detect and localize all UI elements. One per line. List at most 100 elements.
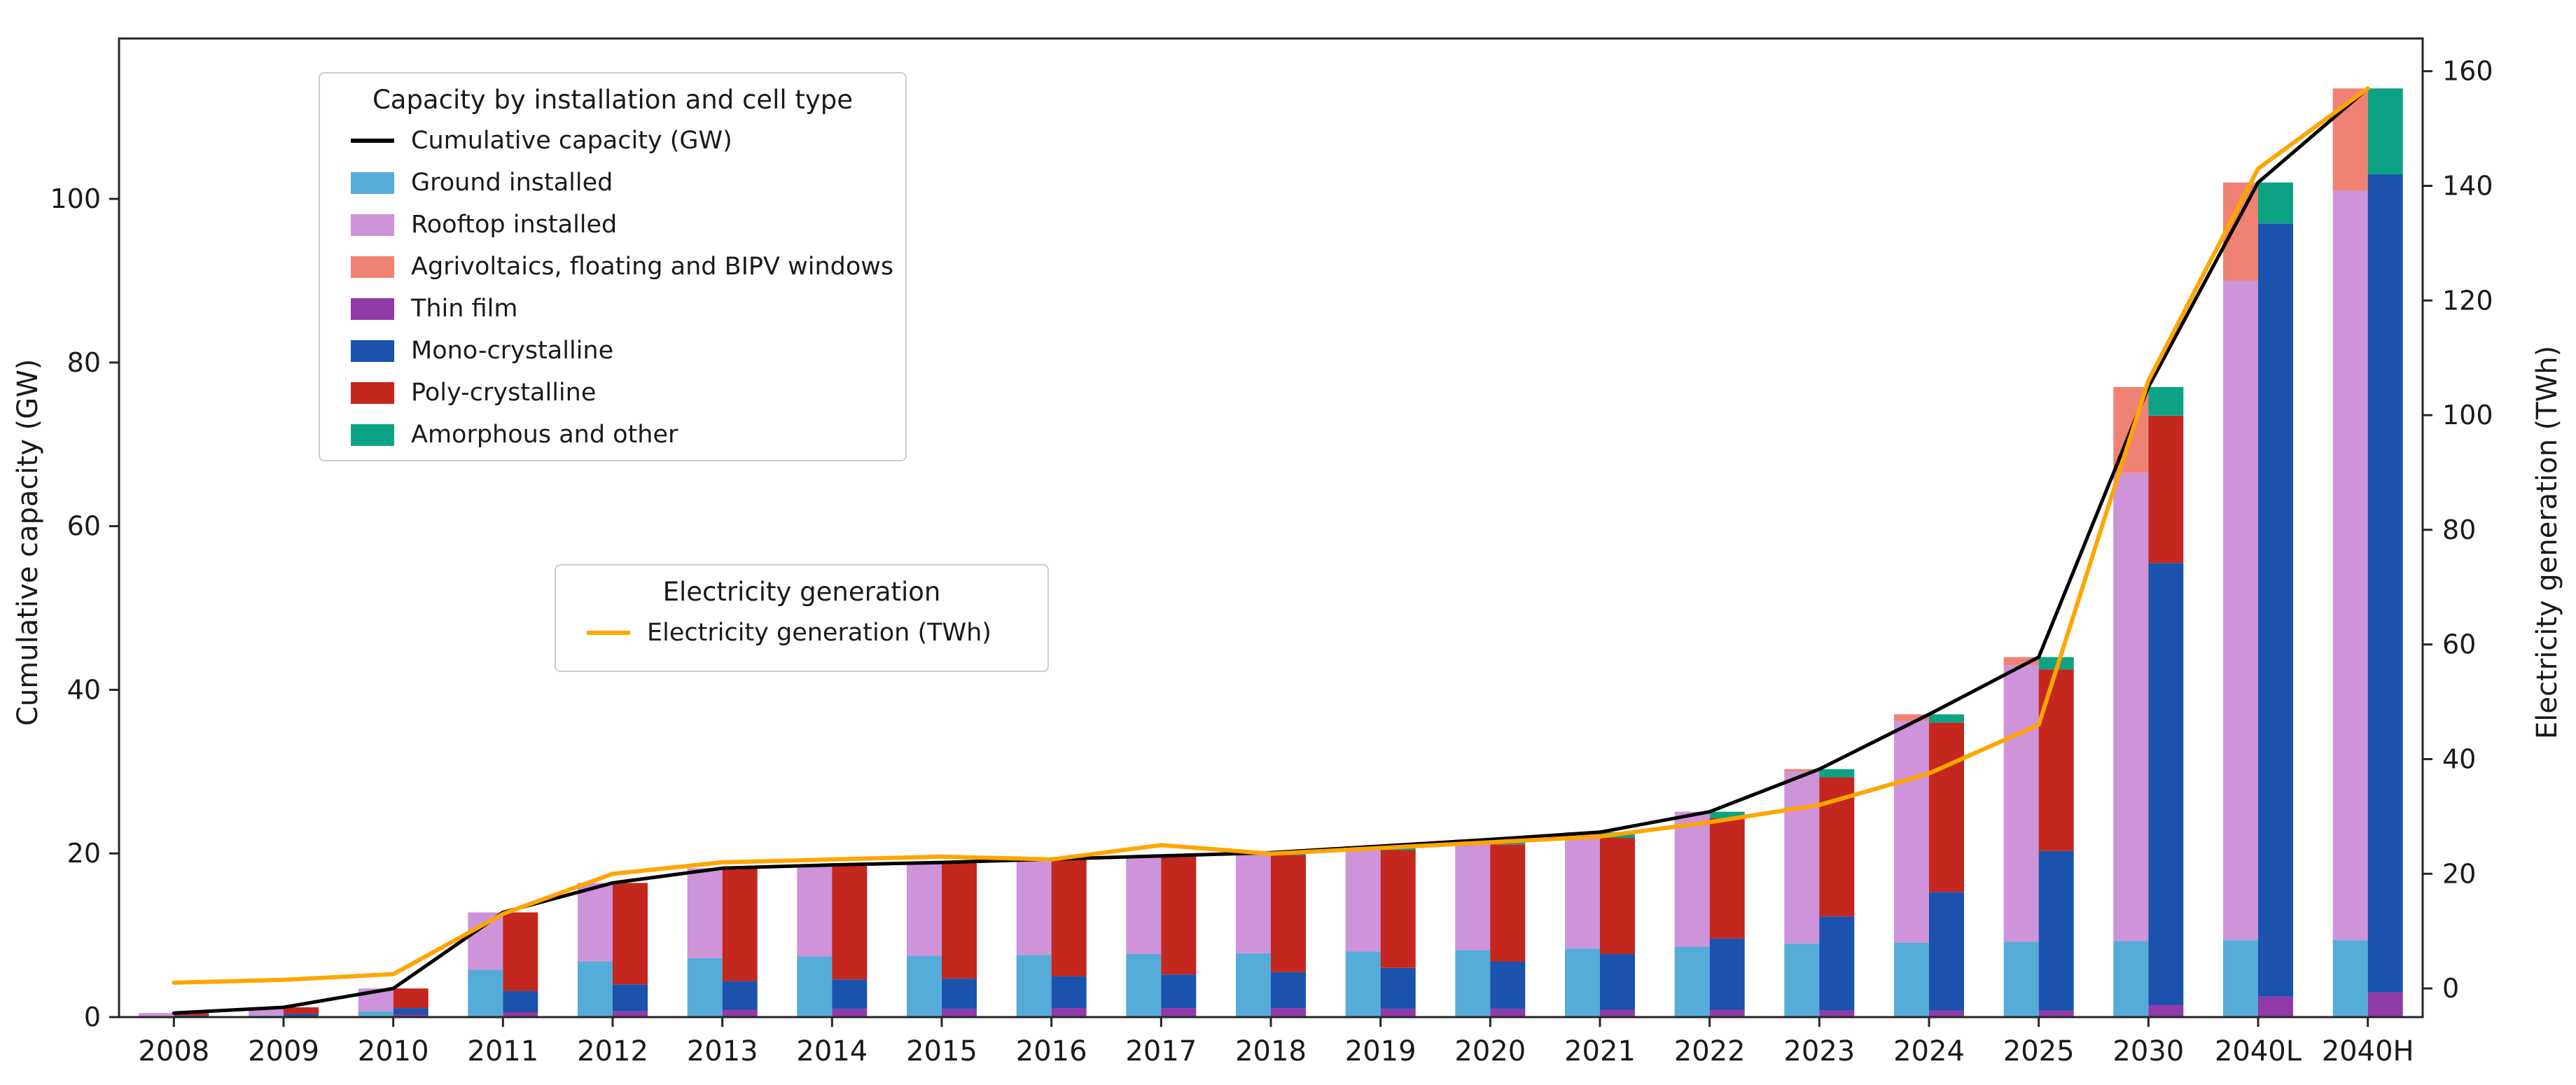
bar-segment <box>2332 940 2368 1017</box>
bar-segment <box>832 864 868 980</box>
bar-segment <box>1929 714 1964 723</box>
right-tick-label: 100 <box>2442 400 2493 430</box>
right-tick-label: 160 <box>2442 56 2493 87</box>
bar-segment <box>1819 916 1855 1011</box>
bar-segment <box>1600 838 1635 954</box>
bar-segment <box>1345 846 1381 952</box>
left-tick-label: 20 <box>67 838 101 869</box>
bar-segment <box>942 862 977 979</box>
bar-segment <box>2003 941 2039 1017</box>
bar-segment <box>393 1014 429 1017</box>
bar-segment <box>1380 850 1416 968</box>
bar-segment <box>468 912 503 970</box>
x-tick-label: 2016 <box>1016 1035 1087 1068</box>
right-tick-label: 120 <box>2442 285 2493 316</box>
bar-segment <box>1455 839 1491 951</box>
x-tick-label: 2019 <box>1345 1035 1416 1068</box>
x-tick-label: 2008 <box>138 1035 209 1068</box>
bar-segment <box>797 864 833 957</box>
bar-segment <box>284 1007 319 1014</box>
legend-item-ground-installed: Ground installed <box>320 162 905 204</box>
thin-film-swatch-icon <box>351 298 394 320</box>
legend-item-electricity-generation: Electricity generation (TWh) <box>556 612 1047 654</box>
left-tick-label: 80 <box>67 347 101 378</box>
bar-segment <box>613 984 648 1011</box>
bar-segment <box>687 868 723 958</box>
bar-segment <box>284 1014 319 1016</box>
bar-segment <box>1565 948 1600 1017</box>
x-tick-label: 2012 <box>577 1035 648 1068</box>
bar-segment <box>1784 771 1820 944</box>
bar-segment <box>722 868 758 981</box>
bar-segment <box>1271 972 1306 1009</box>
bar-segment <box>578 961 613 1017</box>
bar-segment <box>1236 953 1271 1017</box>
bar-segment <box>1565 832 1600 948</box>
bar-segment <box>907 862 942 956</box>
bar-segment <box>393 1008 429 1015</box>
bar-segment <box>2038 1010 2074 1017</box>
cumulative-capacity-line-icon <box>351 139 394 143</box>
bar-segment <box>1161 1008 1197 1017</box>
bar-segment <box>613 1011 648 1017</box>
bar-segment <box>2258 223 2293 997</box>
legend-item-mono-crystalline: Mono-crystalline <box>320 330 905 372</box>
bar-segment <box>1126 954 1162 1017</box>
bar-segment <box>503 990 538 1012</box>
bar-segment <box>1709 938 1745 1010</box>
bar-segment <box>1894 714 1929 721</box>
bar-segment <box>1051 976 1087 1009</box>
bar-segment <box>2113 472 2149 941</box>
x-tick-label: 2013 <box>687 1035 758 1068</box>
legend-item-cumulative-capacity: Cumulative capacity (GW) <box>320 120 905 162</box>
right-tick-label: 140 <box>2442 170 2493 201</box>
bar-segment <box>1894 720 1929 943</box>
bar-segment <box>1345 951 1381 1017</box>
legend-item-thin-film: Thin film <box>320 288 905 330</box>
bar-segment <box>1380 967 1416 1009</box>
bar-segment <box>1455 950 1491 1017</box>
bar-segment <box>1490 1009 1526 1017</box>
bar-segment <box>2148 415 2184 564</box>
bar-segment <box>722 1009 758 1017</box>
bar-segment <box>503 912 538 991</box>
agrivoltaics-swatch-icon <box>351 255 394 278</box>
bar-segment <box>722 981 758 1010</box>
bar-segment <box>1929 892 1964 1011</box>
x-tick-label: 2024 <box>1893 1035 1965 1068</box>
bar-segment <box>1126 855 1162 954</box>
bar-segment <box>613 883 648 985</box>
bar-segment <box>2258 996 2293 1017</box>
bar-segment <box>1161 855 1197 975</box>
bar-segment <box>942 979 977 1009</box>
generation-line-icon <box>587 631 630 635</box>
x-tick-label: 2030 <box>2112 1035 2184 1068</box>
bars-layer <box>139 88 2403 1017</box>
bar-segment <box>2148 386 2184 416</box>
legend-generation: Electricity generation Electricity gener… <box>555 564 1049 672</box>
bar-segment <box>1271 855 1306 972</box>
bar-segment <box>393 988 429 1009</box>
bar-segment <box>503 1012 538 1017</box>
bar-segment <box>468 969 503 1017</box>
bar-segment <box>2223 182 2258 281</box>
left-tick-label: 100 <box>50 183 101 214</box>
bar-segment <box>1236 853 1271 953</box>
bar-segment <box>2367 88 2403 174</box>
bar-segment <box>1016 955 1052 1017</box>
bar-segment <box>1929 1010 1964 1017</box>
bar-segment <box>2038 669 2074 851</box>
bar-segment <box>1784 943 1820 1017</box>
x-tick-label: 2009 <box>248 1035 319 1068</box>
legend-item-amorphous: Amorphous and other <box>320 414 905 456</box>
electricity-generation-line <box>172 86 2370 985</box>
bar-segment <box>2038 850 2074 1011</box>
bar-segment <box>2113 941 2149 1017</box>
legend-capacity-title: Capacity by installation and cell type <box>372 85 854 115</box>
mono-crystalline-swatch-icon <box>351 340 394 362</box>
x-tick-label: 2023 <box>1783 1035 1855 1068</box>
bar-segment <box>1490 844 1526 962</box>
bar-segment <box>2332 190 2368 941</box>
right-tick-label: 60 <box>2442 629 2476 660</box>
